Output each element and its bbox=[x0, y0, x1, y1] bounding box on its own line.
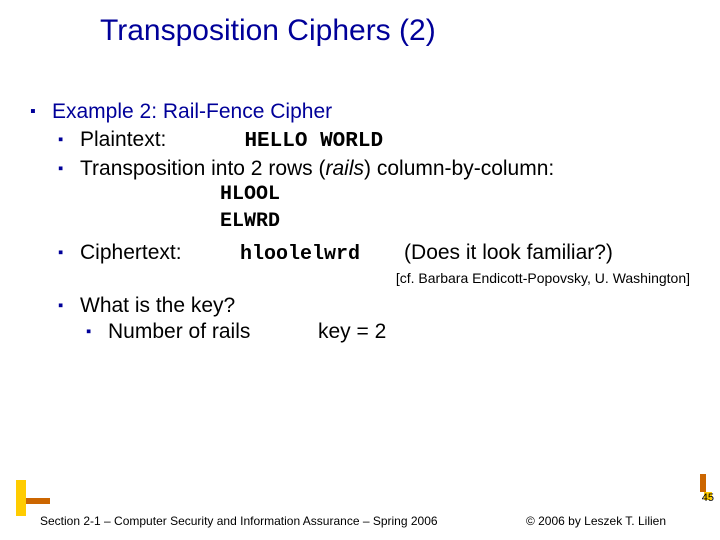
slide-content: Example 2: Rail-Fence Cipher Plaintext: … bbox=[30, 100, 700, 344]
example-heading: Example 2: Rail-Fence Cipher bbox=[52, 100, 332, 123]
ciphertext-value: hloolelwrd bbox=[240, 243, 360, 266]
rail-row-1: HLOOL bbox=[220, 181, 700, 208]
plaintext-bullet: Plaintext: HELLO WORLD bbox=[58, 128, 700, 153]
plaintext-label: Plaintext: bbox=[80, 128, 240, 152]
num-rails-bullet: Number of rails key = 2 bbox=[86, 320, 700, 344]
citation: [cf. Barbara Endicott-Popovsky, U. Washi… bbox=[30, 270, 690, 286]
ciphertext-bullet: Ciphertext: hloolelwrd (Does it look fam… bbox=[58, 241, 700, 266]
footer-right: © 2006 by Leszek T. Lilien bbox=[526, 514, 666, 528]
rail-row-2: ELWRD bbox=[220, 208, 700, 235]
plaintext-value: HELLO WORLD bbox=[244, 130, 383, 153]
what-is-key: What is the key? bbox=[80, 294, 235, 317]
decoration-left-bar bbox=[16, 480, 26, 516]
transposition-suffix: ) column-by-column: bbox=[364, 157, 554, 180]
decoration-right-bar bbox=[700, 474, 706, 492]
num-rails: Number of rails bbox=[108, 320, 298, 344]
slide: Transposition Ciphers (2) Example 2: Rai… bbox=[0, 0, 720, 540]
what-is-key-bullet: What is the key? bbox=[58, 294, 700, 318]
key-eq: key = 2 bbox=[318, 320, 386, 344]
ciphertext-label: Ciphertext: bbox=[80, 241, 240, 265]
decoration-left-bar2 bbox=[26, 498, 50, 504]
rails-word: rails bbox=[326, 157, 365, 180]
page-number: 45 bbox=[702, 492, 714, 504]
familiar-text: (Does it look familiar?) bbox=[404, 241, 613, 265]
transposition-bullet: Transposition into 2 rows (rails) column… bbox=[58, 157, 700, 181]
example-heading-bullet: Example 2: Rail-Fence Cipher bbox=[30, 100, 700, 124]
transposition-prefix: Transposition into 2 rows ( bbox=[80, 157, 326, 180]
slide-title: Transposition Ciphers (2) bbox=[100, 14, 436, 48]
footer-left: Section 2-1 – Computer Security and Info… bbox=[40, 514, 438, 528]
